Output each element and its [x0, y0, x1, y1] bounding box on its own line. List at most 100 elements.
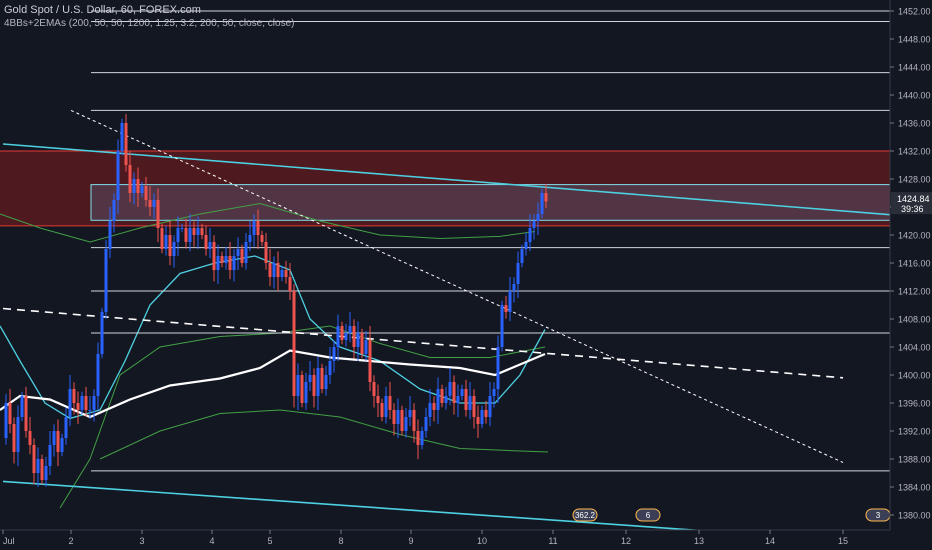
candle-body [348, 326, 352, 333]
candle-body [384, 396, 388, 417]
candle-body [216, 256, 220, 270]
time-tick-label: 4 [209, 536, 214, 546]
price-tick-label: 1408.00 [898, 315, 931, 325]
candle-body [356, 333, 360, 347]
indicator-legend[interactable]: 4BBs+2EMAs (200, 50, 50, 1200, 1.25, 3.2… [4, 18, 295, 29]
candle-body [16, 417, 20, 452]
candle-body [368, 340, 372, 382]
time-tick-label: 15 [838, 536, 848, 546]
trendline-solid [2, 143, 891, 216]
price-tick-label: 1444.00 [898, 63, 931, 73]
candle-body [380, 403, 384, 417]
candle-body [220, 256, 224, 263]
candle-body [492, 389, 496, 396]
candle-body [192, 228, 196, 235]
candle-body [240, 249, 244, 263]
candle-body [516, 263, 520, 284]
candle-body [180, 228, 184, 229]
candle-body [148, 200, 152, 207]
candle-body [500, 305, 504, 347]
event-marker: 6 [635, 508, 661, 522]
candle-body [476, 417, 480, 424]
candle-body [128, 165, 132, 193]
candle-body [392, 410, 396, 424]
candle-body [64, 417, 68, 438]
candle-body [152, 200, 156, 207]
candle-body [388, 396, 392, 410]
candle-body [144, 186, 148, 200]
candle-body [340, 326, 344, 340]
price-tick-label: 1412.00 [898, 287, 931, 297]
symbol-title: Gold Spot / U.S. Dollar, 60, FOREX.com [4, 4, 201, 16]
candle-body [468, 396, 472, 410]
candle-body [372, 382, 376, 396]
price-tick-label: 1432.00 [898, 147, 931, 157]
candle-body [472, 396, 476, 417]
candle-body [4, 403, 8, 438]
candle-body [76, 403, 80, 410]
candle-body [280, 270, 284, 277]
consolidation-box [90, 184, 891, 221]
time-tick-label: 5 [267, 536, 272, 546]
price-tick-label: 1384.00 [898, 483, 931, 493]
candle-body [100, 312, 104, 354]
candle-body [484, 410, 488, 417]
candle-body [320, 368, 324, 389]
candle-body [272, 263, 276, 277]
candle-body [188, 228, 192, 242]
candle-body [244, 242, 248, 263]
band-green-lower [99, 409, 549, 460]
time-tick-label: 12 [621, 536, 631, 546]
candle-body [328, 361, 332, 375]
candle-body [8, 403, 12, 424]
candle-body [420, 431, 424, 445]
time-tick-label: 9 [408, 536, 413, 546]
candle-body [20, 396, 24, 417]
candle-body [200, 228, 204, 235]
candle-body [212, 242, 216, 270]
chart-header: Gold Spot / U.S. Dollar, 60, FOREX.com 4… [4, 3, 294, 31]
candle-body [72, 389, 76, 403]
plot-area: 362.2 6 3 [0, 10, 891, 532]
candle-body [84, 396, 88, 410]
candle-body [532, 221, 536, 228]
candle-body [264, 242, 268, 263]
candle-body [488, 396, 492, 417]
candle-body [528, 228, 532, 242]
time-tick-label: Jul [3, 536, 15, 546]
time-tick-label: 11 [548, 536, 557, 546]
time-tick-label: 13 [694, 536, 704, 546]
candle-body [184, 228, 188, 242]
candle-body [260, 235, 264, 242]
candle-body [168, 235, 172, 256]
candle-body [140, 186, 144, 193]
candle-body [164, 235, 168, 249]
candle-body [96, 354, 100, 396]
candle-body [332, 347, 336, 361]
candle-body [296, 375, 300, 396]
time-axis-panel [0, 530, 932, 550]
candle-body [544, 193, 548, 202]
candle-body [428, 403, 432, 417]
candle-body [360, 333, 364, 354]
candle-body [408, 410, 412, 417]
candle-body [68, 389, 72, 417]
time-tick-label: 8 [338, 536, 343, 546]
time-tick-label: 10 [477, 536, 487, 546]
candle-body [460, 389, 464, 396]
trendline-dashed [2, 307, 844, 379]
candle-body [208, 242, 212, 249]
candle-body [196, 228, 200, 235]
price-tick-label: 1452.00 [898, 7, 931, 17]
price-tick-label: 1448.00 [898, 35, 931, 45]
candle-body [116, 151, 120, 200]
event-marker: 362.2 [572, 508, 598, 522]
candle-body [136, 179, 140, 193]
price-axis-panel [890, 0, 932, 550]
candle-body [308, 375, 312, 382]
time-tick-label: 2 [68, 536, 73, 546]
band-green-upper [0, 202, 536, 243]
candle-body [32, 445, 36, 473]
